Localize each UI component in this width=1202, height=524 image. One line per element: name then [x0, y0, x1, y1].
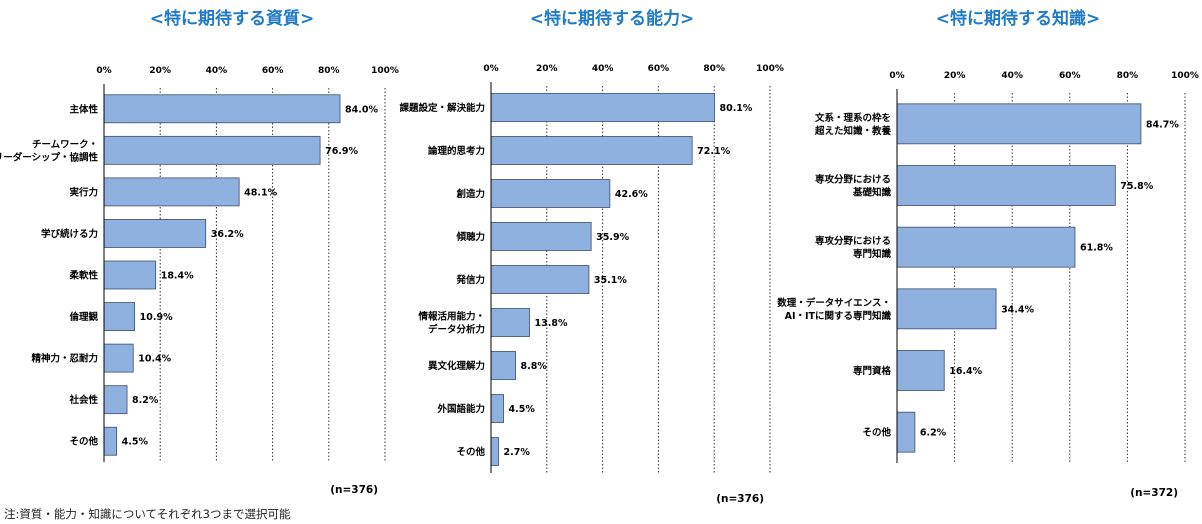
sample-size-label: (n=376): [330, 484, 378, 496]
value-label: 8.2%: [132, 395, 159, 406]
category-label: 異文化理解力: [428, 360, 485, 372]
value-label: 2.7%: [504, 447, 531, 458]
bar: [490, 437, 499, 466]
x-tick-label: 20%: [944, 71, 966, 81]
x-tick-label: 0%: [889, 71, 904, 81]
value-label: 80.1%: [719, 103, 752, 114]
category-label: 主体性: [69, 103, 98, 115]
bar: [103, 135, 321, 165]
category-label: 発信力: [455, 274, 485, 286]
value-label: 35.9%: [596, 232, 629, 243]
value-label: 36.2%: [211, 229, 244, 240]
bar: [896, 288, 997, 330]
chart-title: <特に期待する資質>: [150, 8, 315, 29]
bar: [896, 165, 1116, 206]
value-label: 10.4%: [138, 354, 171, 365]
category-label: 傾聴力: [455, 231, 485, 243]
value-label: 42.6%: [615, 189, 648, 200]
category-label: 数理・データサイエンス・ AI・ITに関する専門知識: [776, 297, 891, 322]
sample-size-label: (n=372): [1130, 487, 1178, 499]
value-label: 4.5%: [509, 404, 536, 415]
value-label: 4.5%: [122, 437, 149, 448]
x-tick-label: 80%: [703, 64, 725, 74]
x-tick-label: 60%: [262, 66, 284, 76]
value-label: 72.1%: [697, 146, 730, 157]
value-label: 8.8%: [521, 361, 548, 372]
value-label: 61.8%: [1080, 243, 1113, 254]
value-label: 10.9%: [140, 312, 173, 323]
category-label: 実行力: [69, 186, 98, 198]
category-label: チームワーク・リーダーシップ・協調性: [0, 139, 98, 163]
x-tick-label: 100%: [371, 66, 399, 76]
category-label: 専攻分野における専門知識: [815, 235, 892, 260]
category-label: 情報活用能力・データ分析力: [417, 311, 485, 336]
x-tick-label: 0%: [96, 66, 111, 76]
x-tick-label: 20%: [536, 64, 558, 74]
category-label: 外国語能力: [436, 403, 485, 415]
x-tick-label: 0%: [483, 64, 498, 74]
bar: [896, 103, 1142, 145]
bar: [103, 385, 128, 415]
bar: [103, 94, 341, 124]
x-tick-label: 40%: [1001, 71, 1023, 81]
value-label: 18.4%: [161, 271, 194, 282]
bar: [896, 350, 945, 391]
x-tick-label: 80%: [1117, 71, 1139, 81]
x-tick-label: 60%: [1059, 71, 1081, 81]
bar: [490, 222, 592, 251]
category-label: 倫理観: [69, 311, 98, 323]
bar: [896, 411, 916, 453]
bar: [490, 351, 516, 380]
x-tick-label: 100%: [756, 64, 784, 74]
category-label: 精神力・忍耐力: [31, 353, 98, 365]
category-label: その他: [69, 436, 98, 448]
footnote: 注:資質・能力・知識についてそれぞれ3つまで選択可能: [4, 507, 291, 521]
bar: [103, 219, 207, 248]
bar: [490, 93, 715, 122]
x-tick-label: 100%: [1171, 71, 1199, 81]
category-label: 論理的思考力: [428, 145, 485, 157]
x-tick-label: 40%: [592, 64, 614, 74]
category-label: 課題設定・解決能力: [399, 102, 485, 114]
category-label: 専門資格: [853, 365, 892, 377]
value-label: 13.8%: [535, 318, 568, 329]
sample-size-label: (n=376): [716, 493, 764, 505]
bar: [490, 308, 530, 337]
category-label: 専攻分野における基礎知識: [815, 174, 892, 199]
bar: [490, 136, 693, 165]
value-label: 6.2%: [920, 428, 947, 439]
value-label: 84.7%: [1146, 119, 1179, 130]
bar: [103, 260, 157, 290]
bar: [490, 265, 590, 294]
value-label: 84.0%: [345, 104, 378, 115]
value-label: 16.4%: [949, 366, 982, 377]
value-label: 48.1%: [244, 187, 277, 198]
x-tick-label: 20%: [149, 66, 171, 76]
chart-title: <特に期待する能力>: [530, 8, 695, 29]
category-label: 文系・理系の枠を超えた知識・教養: [814, 112, 892, 137]
bar: [103, 302, 136, 331]
value-label: 34.4%: [1001, 304, 1034, 315]
bar: [896, 226, 1076, 268]
bar: [103, 426, 118, 456]
bar: [490, 179, 611, 208]
bar: [103, 343, 134, 373]
value-label: 75.8%: [1120, 181, 1153, 192]
x-tick-label: 80%: [318, 66, 340, 76]
x-tick-label: 40%: [206, 66, 228, 76]
value-label: 76.9%: [325, 146, 358, 157]
category-label: 社会性: [68, 394, 98, 406]
bar: [490, 394, 504, 423]
chart-title: <特に期待する知識>: [936, 8, 1101, 29]
category-label: その他: [862, 427, 891, 439]
category-label: 創造力: [455, 188, 485, 200]
category-label: その他: [456, 446, 485, 458]
x-tick-label: 60%: [648, 64, 670, 74]
bar: [103, 177, 240, 207]
category-label: 柔軟性: [68, 270, 98, 282]
category-label: 学び続ける力: [41, 228, 98, 240]
value-label: 35.1%: [594, 275, 627, 286]
